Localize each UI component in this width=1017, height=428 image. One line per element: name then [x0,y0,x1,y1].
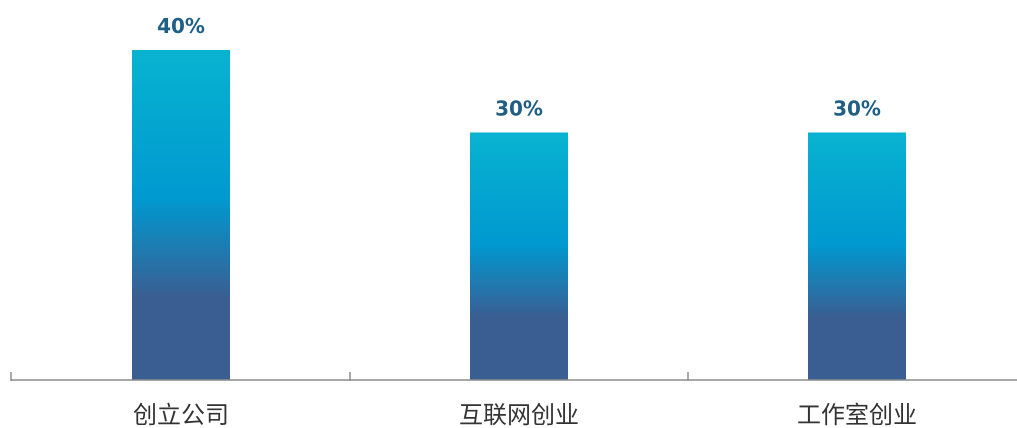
x-tick-label: 工作室创业 [797,401,917,428]
x-axis [10,372,1017,381]
bar-2 [470,132,568,380]
bar-group [132,50,906,380]
data-label: 30% [833,97,881,121]
bar-3 [808,132,906,380]
data-label: 30% [495,97,543,121]
x-tick-label: 互联网创业 [459,401,579,428]
label-group: 40% 创立公司 30% 互联网创业 30% 工作室创业 [133,14,917,428]
data-label: 40% [157,14,205,38]
x-tick-label: 创立公司 [133,401,229,428]
bar-1 [132,50,230,380]
